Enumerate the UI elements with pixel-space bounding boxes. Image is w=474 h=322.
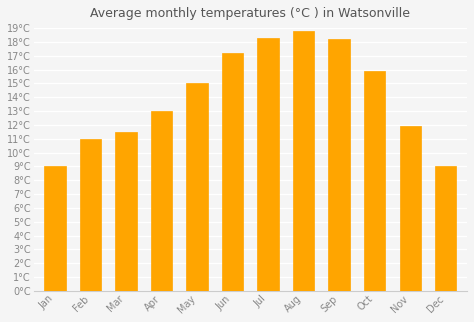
Bar — [328, 39, 350, 291]
Bar — [151, 111, 172, 291]
Bar — [293, 31, 314, 291]
Bar — [435, 166, 456, 291]
Title: Average monthly temperatures (°C ) in Watsonville: Average monthly temperatures (°C ) in Wa… — [91, 7, 410, 20]
Bar — [400, 126, 421, 291]
Bar — [222, 53, 243, 291]
Bar — [115, 132, 137, 291]
Bar — [80, 139, 101, 291]
Bar — [257, 38, 279, 291]
Bar — [364, 71, 385, 291]
Bar — [44, 166, 65, 291]
Bar — [186, 83, 208, 291]
